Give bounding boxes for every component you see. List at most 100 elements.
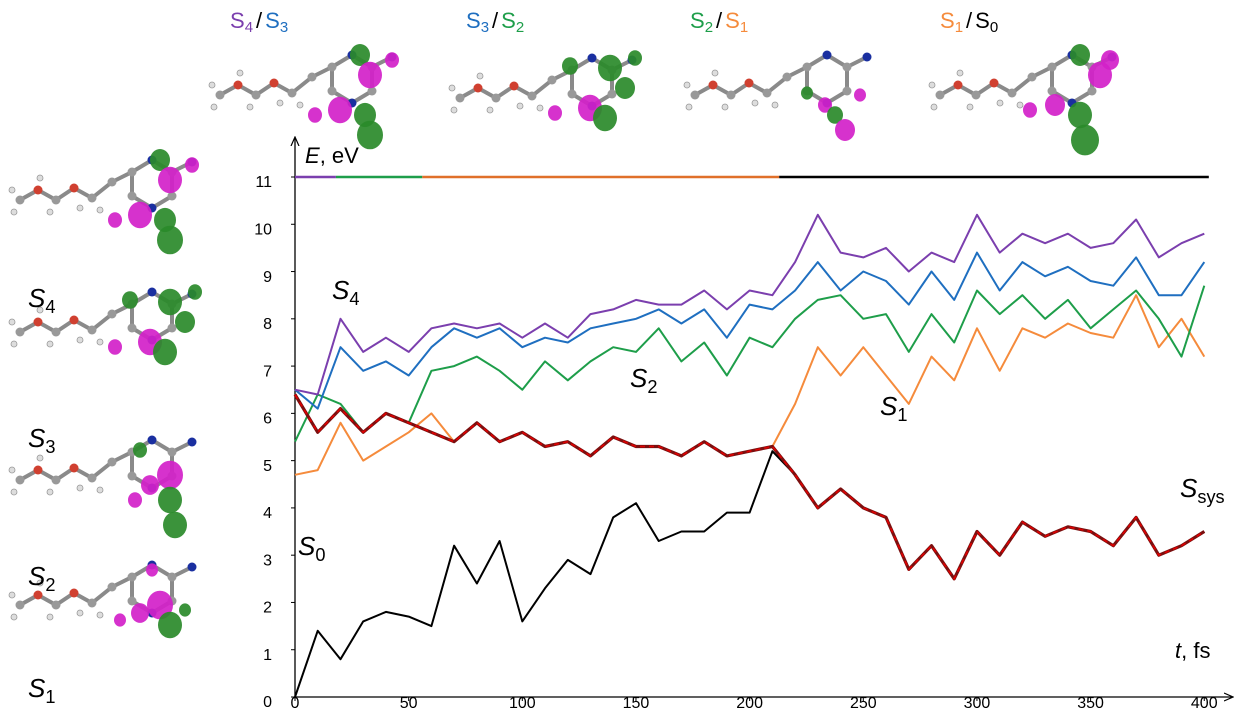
y-tick-label: 11 bbox=[255, 174, 272, 191]
atom bbox=[842, 86, 852, 96]
transition-label: S1/S0 bbox=[940, 8, 998, 36]
hydrogen bbox=[8, 186, 16, 194]
atom bbox=[1047, 62, 1057, 72]
orbital-lobe bbox=[328, 96, 352, 124]
orbital-lobe bbox=[350, 44, 370, 66]
orbital-lobe bbox=[1023, 102, 1037, 118]
atom bbox=[51, 327, 61, 337]
atom bbox=[127, 167, 137, 177]
hydrogen bbox=[276, 99, 284, 107]
molecule bbox=[8, 435, 197, 539]
from-name: S bbox=[940, 8, 955, 33]
orbital-lobe bbox=[562, 57, 578, 75]
to-name: S bbox=[725, 8, 740, 33]
orbital-lobe bbox=[628, 50, 642, 66]
x-tick-label: 50 bbox=[400, 695, 418, 712]
atom bbox=[782, 72, 792, 82]
orbital-lobe bbox=[175, 311, 195, 333]
atom bbox=[87, 325, 97, 335]
hydrogen bbox=[8, 466, 16, 474]
hydrogen bbox=[210, 103, 218, 111]
sep: / bbox=[716, 8, 723, 33]
hydrogen bbox=[930, 103, 938, 111]
atom bbox=[1047, 86, 1057, 96]
orbital-lobe bbox=[158, 166, 182, 194]
atom bbox=[15, 195, 25, 205]
x-tick-label: 0 bbox=[291, 695, 300, 712]
atom bbox=[708, 80, 718, 90]
series-label: S2 bbox=[630, 363, 657, 397]
series-line-dash bbox=[294, 394, 1205, 581]
x-tick-label: 250 bbox=[850, 695, 877, 712]
series-label-main: S bbox=[332, 275, 350, 305]
atom bbox=[842, 62, 852, 72]
to-name: S bbox=[501, 8, 516, 33]
molecule bbox=[448, 50, 642, 132]
y-tick-label: 6 bbox=[263, 411, 272, 428]
hydrogen bbox=[46, 208, 54, 216]
atom bbox=[147, 287, 157, 297]
orbital-lobe bbox=[179, 603, 191, 617]
orbital-lobe bbox=[153, 338, 177, 366]
atom bbox=[69, 588, 79, 598]
atom bbox=[1087, 86, 1097, 96]
atom bbox=[167, 572, 177, 582]
atom bbox=[726, 90, 736, 100]
x-tick-label: 350 bbox=[1077, 695, 1104, 712]
atom bbox=[15, 600, 25, 610]
series-label-sub: 4 bbox=[349, 289, 359, 309]
to-name: S bbox=[265, 8, 280, 33]
hydrogen bbox=[1016, 101, 1024, 109]
atom bbox=[167, 323, 177, 333]
orbital-lobe bbox=[122, 291, 138, 309]
from-name: S bbox=[690, 8, 705, 33]
orbital-lobe bbox=[1045, 94, 1065, 116]
y-tick-label: 2 bbox=[263, 600, 272, 617]
orbital-lobe bbox=[1070, 44, 1090, 66]
orbital-label-sub: 4 bbox=[45, 297, 55, 317]
atom bbox=[33, 465, 43, 475]
orbital-label-sub: 3 bbox=[45, 437, 55, 457]
atom bbox=[567, 89, 577, 99]
y-tick-label: 5 bbox=[263, 458, 272, 475]
molecule bbox=[8, 560, 197, 639]
orbital-lobe bbox=[163, 511, 187, 539]
atom bbox=[167, 447, 177, 457]
atom bbox=[33, 590, 43, 600]
orbital-lobe bbox=[158, 288, 182, 316]
atom bbox=[167, 191, 177, 201]
atom bbox=[307, 72, 317, 82]
orbital-lobe bbox=[598, 54, 622, 82]
hydrogen bbox=[771, 101, 779, 109]
orbital-lobe bbox=[854, 88, 866, 102]
atom bbox=[69, 463, 79, 473]
orbital-label-main: S bbox=[28, 561, 46, 591]
y-tick-label: 9 bbox=[263, 269, 272, 286]
atom bbox=[287, 88, 297, 98]
molecule bbox=[928, 44, 1119, 156]
atom bbox=[127, 323, 137, 333]
atom bbox=[1027, 72, 1037, 82]
series-label: S1 bbox=[880, 391, 907, 425]
atom bbox=[762, 88, 772, 98]
hydrogen bbox=[76, 609, 84, 617]
x-axis-label: t, fs bbox=[1175, 638, 1210, 663]
orbital-lobe bbox=[128, 201, 152, 229]
atom bbox=[127, 471, 137, 481]
atom bbox=[744, 78, 754, 88]
hydrogen bbox=[46, 488, 54, 496]
atom bbox=[822, 50, 832, 60]
molecule bbox=[208, 44, 399, 150]
atom bbox=[127, 596, 137, 606]
atom bbox=[15, 327, 25, 337]
molecule-images bbox=[8, 44, 1119, 639]
orbital-lobe bbox=[157, 460, 183, 490]
from-sub: 4 bbox=[245, 19, 253, 36]
hydrogen bbox=[996, 99, 1004, 107]
orbital-lobe bbox=[150, 149, 170, 171]
atom bbox=[127, 572, 137, 582]
hydrogen bbox=[8, 318, 16, 326]
orbital-lobe bbox=[308, 107, 322, 123]
sep: / bbox=[256, 8, 263, 33]
series-line bbox=[293, 393, 1206, 581]
